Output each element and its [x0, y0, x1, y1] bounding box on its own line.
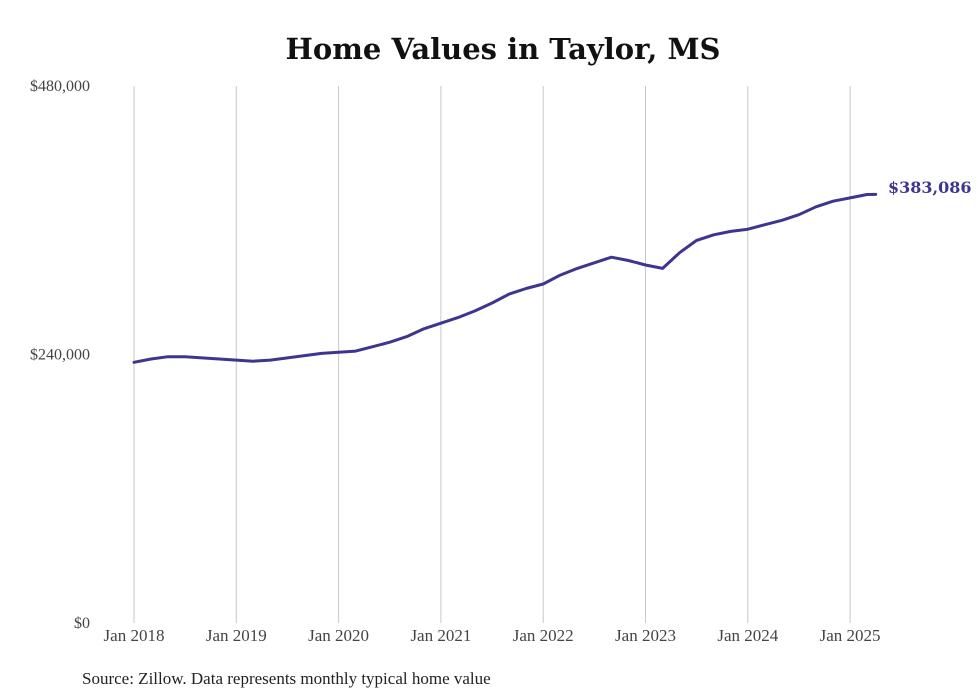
- x-tick-label: Jan 2018: [104, 626, 165, 645]
- y-axis: $0 $240,000 $480,000: [30, 78, 90, 632]
- x-tick-label: Jan 2025: [820, 626, 881, 645]
- x-tick-label: Jan 2024: [717, 626, 778, 645]
- y-tick-label: $480,000: [30, 78, 90, 95]
- end-value-label: $383,086: [888, 178, 972, 197]
- y-tick-label: $0: [74, 615, 90, 632]
- series-lines: [132, 192, 878, 364]
- series-line: [132, 192, 878, 364]
- y-tick-label: $240,000: [30, 347, 90, 364]
- x-tick-label: Jan 2023: [615, 626, 676, 645]
- grid-lines: [133, 86, 851, 623]
- x-tick-label: Jan 2021: [410, 626, 471, 645]
- x-tick-label: Jan 2019: [206, 626, 267, 645]
- source-note: Source: Zillow. Data represents monthly …: [82, 669, 491, 688]
- x-tick-label: Jan 2022: [513, 626, 574, 645]
- x-axis: Jan 2018 Jan 2019 Jan 2020 Jan 2021 Jan 2022…: [104, 626, 881, 645]
- chart-title: Home Values in Taylor, MS: [286, 32, 721, 66]
- x-tick-label: Jan 2020: [308, 626, 369, 645]
